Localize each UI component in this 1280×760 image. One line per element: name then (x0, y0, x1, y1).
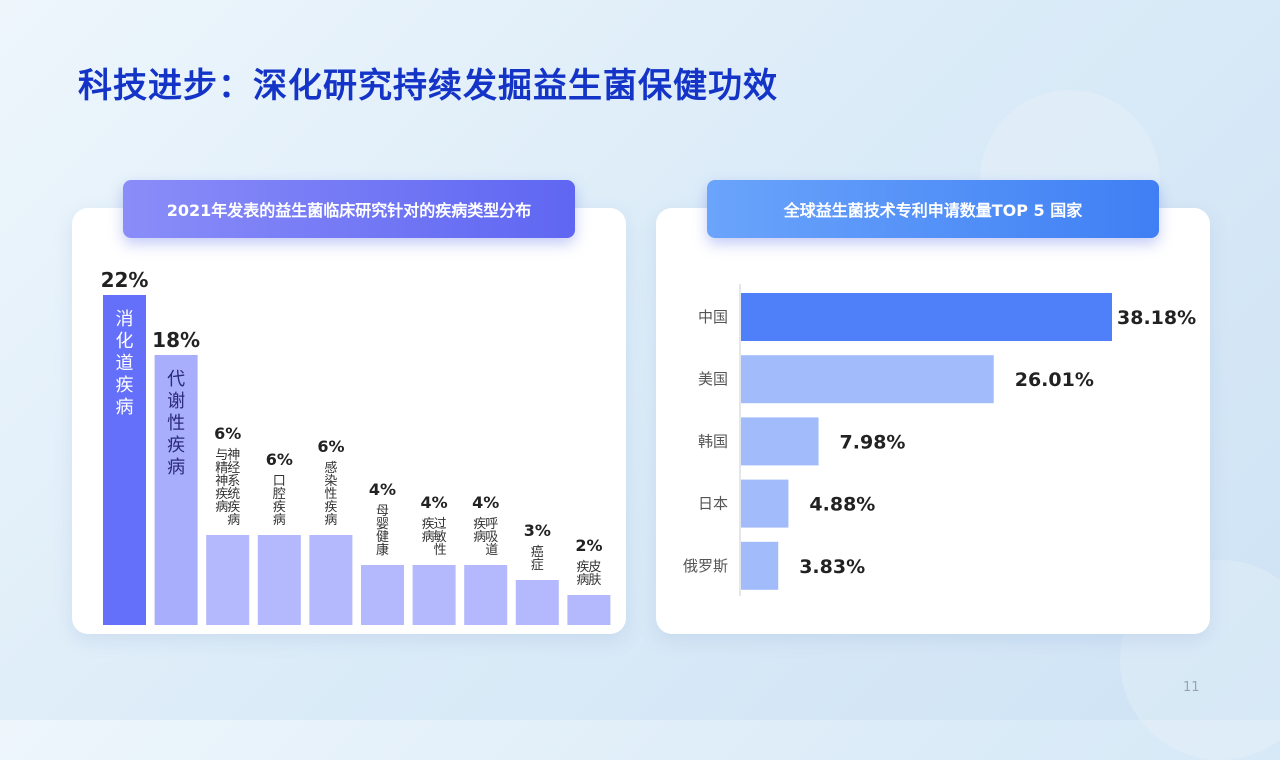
bar-category-label: 病 (324, 513, 337, 528)
bar-value-label: 6% (266, 450, 293, 469)
hbar-value-label: 3.83% (799, 556, 865, 578)
bar-category-label: 疾 (473, 517, 486, 532)
page-title: 科技进步：深化研究持续发掘益生菌保健功效 (78, 66, 778, 106)
bar-category-label: 化 (116, 331, 134, 352)
bar-category-label: 呼 (485, 517, 498, 532)
hbar-3 (741, 417, 819, 466)
bar-category-label: 肤 (588, 573, 601, 588)
hbar-category-label: 日本 (698, 495, 728, 513)
bar-3 (206, 535, 250, 625)
hbar-category-label: 美国 (698, 370, 728, 388)
bar-category-label: 疾 (324, 500, 337, 515)
hbar-category-label: 俄罗斯 (683, 557, 728, 575)
hbar-value-label: 7.98% (840, 431, 906, 453)
bar-category-label: 癌 (531, 544, 544, 560)
bar-9 (515, 580, 559, 625)
hbar-value-label: 38.18% (1117, 307, 1196, 329)
bar-category-label: 道 (485, 543, 498, 558)
bar-category-label: 疾 (215, 487, 228, 502)
bar-category-label: 病 (473, 530, 486, 545)
bar-category-label: 病 (116, 397, 134, 418)
bar-value-label: 4% (369, 480, 396, 499)
bar-category-label: 健 (376, 530, 389, 545)
bar-category-label: 与 (215, 448, 228, 463)
bar-8 (464, 565, 508, 625)
bar-category-label: 疾 (273, 500, 286, 515)
hbar-category-label: 韩国 (698, 432, 728, 450)
bar-category-label: 染 (324, 474, 337, 489)
bar-category-label: 敏 (434, 530, 447, 545)
bar-category-label: 经 (227, 461, 240, 476)
bar-category-label: 康 (376, 542, 389, 558)
bar-category-label: 皮 (588, 560, 601, 575)
bar-category-label: 神 (227, 448, 240, 463)
bar-category-label: 母 (376, 504, 389, 519)
bar-value-label: 4% (421, 493, 448, 512)
bar-1 (103, 295, 146, 625)
bar-value-label: 4% (472, 493, 499, 512)
bar-category-label: 病 (215, 500, 228, 515)
bar-2 (154, 355, 198, 625)
charts-svg: 22%消化道疾病18%代谢性疾病6%与精神疾病神经系统疾病6%口腔疾病6%感染性… (101, 268, 1196, 625)
bar-category-label: 神 (215, 474, 228, 489)
hbar-1 (741, 293, 1112, 341)
bar-category-label: 疾 (167, 435, 185, 456)
hbar-2 (741, 355, 994, 404)
bar-category-label: 性 (324, 487, 337, 502)
hbar-value-label: 4.88% (809, 494, 875, 516)
bar-value-label: 2% (575, 536, 602, 555)
bar-category-label: 病 (576, 573, 589, 588)
bar-4 (257, 535, 301, 625)
bar-category-label: 病 (273, 513, 286, 528)
bar-value-label: 18% (152, 328, 200, 352)
hbar-category-label: 中国 (698, 308, 728, 326)
hbar-value-label: 26.01% (1015, 369, 1094, 391)
bar-category-label: 腔 (273, 487, 286, 502)
bar-10 (567, 595, 611, 625)
bar-5 (309, 535, 353, 625)
bar-category-label: 疾 (576, 560, 589, 575)
bar-category-label: 系 (227, 474, 240, 489)
bar-category-label: 疾 (422, 517, 435, 532)
bar-category-label: 性 (167, 413, 185, 434)
bar-category-label: 病 (227, 513, 240, 528)
bar-category-label: 统 (227, 487, 240, 502)
bar-value-label: 6% (317, 437, 344, 456)
bar-category-label: 精 (215, 461, 228, 476)
hbar-4 (741, 479, 789, 528)
bar-category-label: 谢 (167, 391, 185, 412)
page-number: 11 (1183, 680, 1200, 695)
bar-category-label: 口 (273, 474, 286, 489)
bar-category-label: 感 (324, 460, 337, 476)
bar-value-label: 6% (214, 424, 241, 443)
bar-category-label: 婴 (376, 517, 389, 532)
bar-category-label: 消 (116, 309, 134, 330)
bar-category-label: 吸 (485, 530, 498, 545)
left-chart-title: 2021年发表的益生菌临床研究针对的疾病类型分布 (123, 180, 575, 238)
bar-category-label: 疾 (116, 375, 134, 396)
bar-value-label: 3% (524, 521, 551, 540)
bar-category-label: 道 (116, 353, 134, 374)
bar-category-label: 病 (422, 530, 435, 545)
bar-category-label: 疾 (227, 500, 240, 515)
hbar-5 (741, 541, 779, 590)
right-chart-title: 全球益生菌技术专利申请数量TOP 5 国家 (707, 180, 1159, 238)
bar-value-label: 22% (101, 268, 149, 292)
bar-category-label: 过 (434, 517, 447, 532)
bar-category-label: 病 (167, 457, 185, 478)
bar-6 (361, 565, 404, 625)
bar-category-label: 代 (167, 369, 185, 390)
bar-7 (412, 565, 456, 625)
bar-category-label: 症 (531, 558, 544, 573)
bar-category-label: 性 (434, 543, 447, 558)
